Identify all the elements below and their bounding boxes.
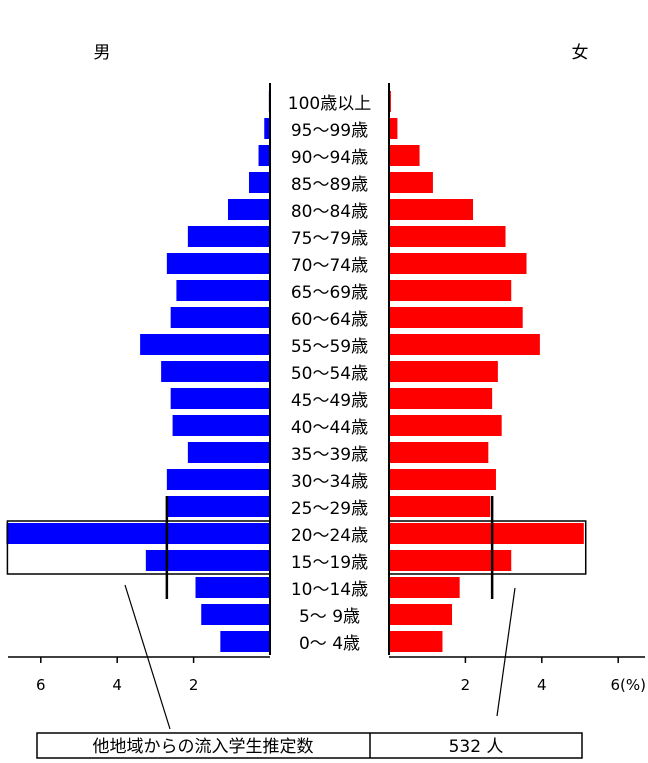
annotation-label: 他地域からの流入学生推定数 — [93, 737, 314, 757]
male-bar — [220, 631, 270, 652]
age-group-label: 40～44歳 — [291, 418, 368, 438]
female-bar — [389, 415, 502, 436]
age-group-label: 70～74歳 — [291, 256, 368, 276]
age-group-label: 100歳以上 — [288, 94, 371, 114]
tick-label: 4 — [537, 676, 547, 694]
age-group-label: 15～19歳 — [291, 553, 368, 573]
female-bar — [389, 280, 512, 301]
female-highlight-frame — [388, 520, 587, 575]
male-bar — [248, 172, 270, 193]
male-bar — [166, 253, 270, 274]
male-bar — [187, 226, 270, 247]
female-bar — [389, 199, 474, 220]
female-bar — [389, 307, 523, 328]
female-bar — [389, 226, 506, 247]
age-group-label: 60～64歳 — [291, 310, 368, 330]
x-axis-ticks: 6 4 2 2 4 6(%) — [36, 657, 646, 694]
student-highlight — [6, 496, 587, 730]
male-bar — [170, 307, 270, 328]
female-bar — [389, 550, 512, 571]
female-bar — [389, 442, 489, 463]
age-group-label: 95～99歳 — [291, 121, 368, 141]
tick-label: 6(%) — [610, 676, 646, 694]
age-group-label: 55～59歳 — [291, 337, 368, 357]
female-bar — [389, 496, 491, 517]
male-bar — [170, 388, 270, 409]
female-bar — [389, 523, 584, 544]
male-leader-line — [124, 584, 171, 730]
male-bar — [187, 442, 270, 463]
male-bar — [176, 280, 270, 301]
male-bar — [161, 361, 270, 382]
age-group-label: 50～54歳 — [291, 364, 368, 384]
male-bar — [264, 118, 270, 139]
tick-label: 2 — [189, 676, 199, 694]
age-group-label: 80～84歳 — [291, 202, 368, 222]
male-highlight-frame — [6, 520, 271, 575]
male-bar — [166, 469, 270, 490]
male-label: 男 — [94, 43, 111, 63]
age-group-label: 35～39歳 — [291, 445, 368, 465]
male-bar — [195, 577, 270, 598]
age-group-label: 0～ 4歳 — [299, 634, 360, 654]
age-group-label: 25～29歳 — [291, 499, 368, 519]
male-bar — [227, 199, 270, 220]
female-bar — [389, 469, 496, 490]
male-bars — [6, 91, 270, 652]
male-bar — [172, 415, 270, 436]
female-bar — [389, 253, 527, 274]
tick-label: 4 — [112, 676, 122, 694]
age-group-label: 5～ 9歳 — [299, 607, 360, 627]
age-group-label: 10～14歳 — [291, 580, 368, 600]
age-group-label: 90～94歳 — [291, 148, 368, 168]
age-labels: 100歳以上 95～99歳 90～94歳 85～89歳 80～84歳 75～79歳 70～7… — [288, 94, 371, 654]
female-bar — [389, 361, 498, 382]
female-bar — [389, 631, 443, 652]
male-bar — [145, 550, 270, 571]
age-group-label: 20～24歳 — [291, 526, 368, 546]
male-bar — [6, 523, 270, 544]
female-bar — [389, 388, 493, 409]
age-group-label: 85～89歳 — [291, 175, 368, 195]
female-bar — [389, 334, 540, 355]
female-bar — [389, 577, 460, 598]
female-bar — [389, 604, 453, 625]
annotation-value: 532 人 — [449, 737, 504, 757]
male-bar — [258, 145, 270, 166]
female-bar — [389, 145, 420, 166]
male-bar — [166, 496, 270, 517]
age-group-label: 30～34歳 — [291, 472, 368, 492]
female-bar — [389, 172, 433, 193]
male-bar — [140, 334, 270, 355]
male-bar — [201, 604, 270, 625]
female-bars — [389, 91, 584, 652]
female-leader-line — [496, 587, 516, 717]
female-bar — [389, 118, 398, 139]
age-group-label: 65～69歳 — [291, 283, 368, 303]
tick-label: 2 — [461, 676, 471, 694]
annotation-box — [36, 732, 583, 759]
age-group-label: 45～49歳 — [291, 391, 368, 411]
female-label: 女 — [572, 43, 589, 63]
tick-label: 6 — [36, 676, 46, 694]
age-group-label: 75～79歳 — [291, 229, 368, 249]
